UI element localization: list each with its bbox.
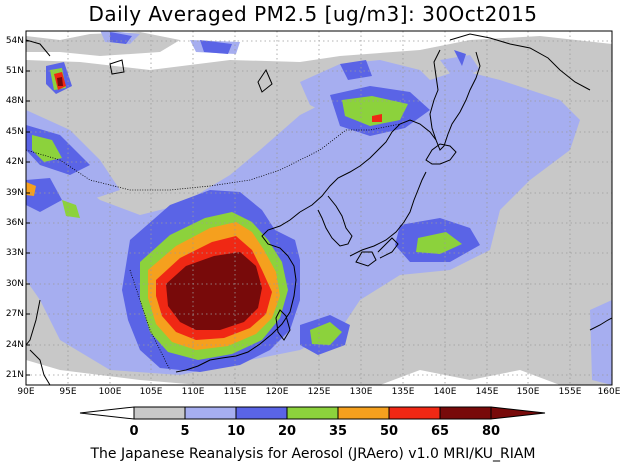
coastlines: [26, 33, 612, 385]
colorbar-label-0: 0: [129, 424, 139, 439]
axis-ticks: [26, 40, 30, 376]
map-title: Daily Averaged PM2.5 [ug/m3]: 30Oct2015: [88, 2, 538, 26]
borders: [26, 123, 401, 371]
colorbar-label-65: 65: [430, 424, 450, 439]
lat-label-21n: 21N: [5, 370, 24, 380]
map-grid: [26, 31, 612, 385]
colorbar-label-5: 5: [180, 424, 190, 439]
colorbar-segment-10: [184, 406, 237, 420]
colorbar-segment-50: [337, 406, 390, 420]
colorbar: [79, 406, 546, 420]
lon-label-130e: 130E: [349, 387, 373, 397]
colorbar-segment-35: [286, 406, 339, 420]
colorbar-segment-5: [133, 406, 186, 420]
lat-label-48n: 48N: [5, 96, 24, 106]
colorbar-label-35: 35: [328, 424, 348, 439]
lat-label-45n: 45N: [5, 127, 24, 137]
lon-label-150e: 150E: [516, 387, 540, 397]
colorbar-segment-0: [79, 406, 135, 420]
lon-label-155e: 155E: [558, 387, 582, 397]
colorbar-label-20: 20: [277, 424, 297, 439]
lon-label-160e: 160E: [597, 387, 621, 397]
lat-label-36n: 36N: [5, 218, 24, 228]
lon-label-90e: 90E: [17, 387, 35, 397]
colorbar-segment-20: [235, 406, 288, 420]
lon-label-140e: 140E: [433, 387, 457, 397]
colorbar-segment-65: [388, 406, 441, 420]
lon-label-100e: 100E: [98, 387, 122, 397]
footer-credit: The Japanese Reanalysis for Aerosol (JRA…: [90, 446, 536, 462]
colorbar-arrow-max: [490, 406, 546, 420]
colorbar-segment-80: [439, 406, 492, 420]
lat-label-54n: 54N: [5, 36, 24, 46]
lat-label-51n: 51N: [5, 66, 24, 76]
lon-label-95e: 95E: [59, 387, 77, 397]
level-80-region: [166, 252, 262, 330]
lat-label-27n: 27N: [5, 309, 24, 319]
lat-label-39n: 39N: [5, 188, 24, 198]
colorbar-label-80: 80: [481, 424, 501, 439]
colorbar-label-10: 10: [226, 424, 246, 439]
lon-label-125e: 125E: [307, 387, 331, 397]
lat-label-30n: 30N: [5, 279, 24, 289]
map-frame: [25, 30, 613, 386]
lon-label-105e: 105E: [139, 387, 163, 397]
lon-label-135e: 135E: [391, 387, 415, 397]
lat-label-24n: 24N: [5, 340, 24, 350]
lat-label-42n: 42N: [5, 157, 24, 167]
colorbar-label-50: 50: [379, 424, 399, 439]
pm25-field: [26, 31, 612, 385]
lat-label-33n: 33N: [5, 248, 24, 258]
lon-label-120e: 120E: [265, 387, 289, 397]
lon-label-145e: 145E: [475, 387, 499, 397]
lon-label-110e: 110E: [181, 387, 205, 397]
lon-label-115e: 115E: [223, 387, 247, 397]
